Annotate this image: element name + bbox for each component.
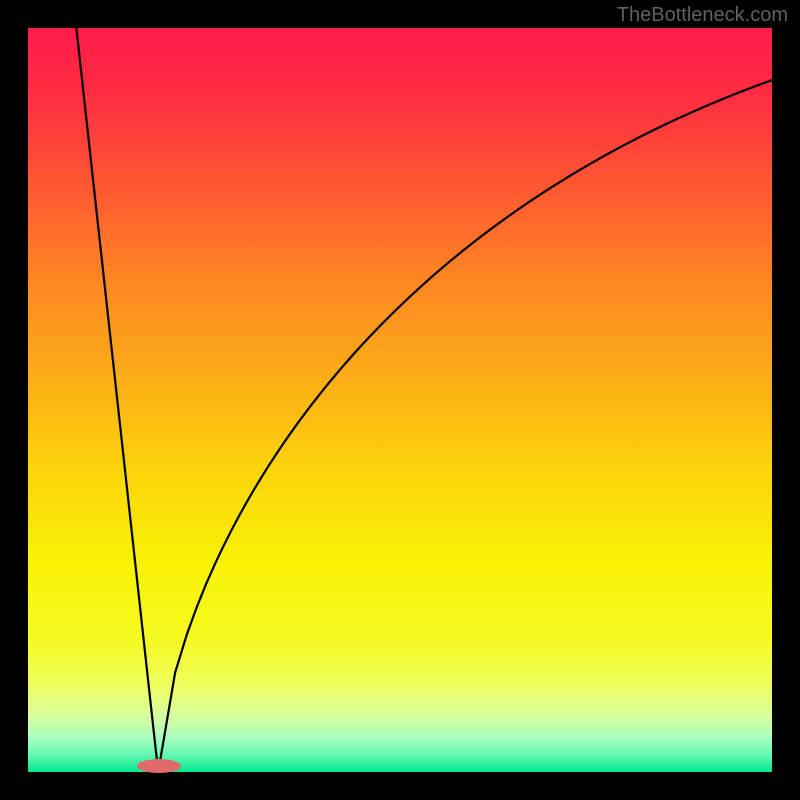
- watermark-text: TheBottleneck.com: [617, 4, 788, 27]
- bottleneck-chart: [0, 0, 800, 800]
- optimal-point-marker: [137, 759, 181, 773]
- chart-background-gradient: [28, 28, 772, 772]
- chart-container: TheBottleneck.com: [0, 0, 800, 800]
